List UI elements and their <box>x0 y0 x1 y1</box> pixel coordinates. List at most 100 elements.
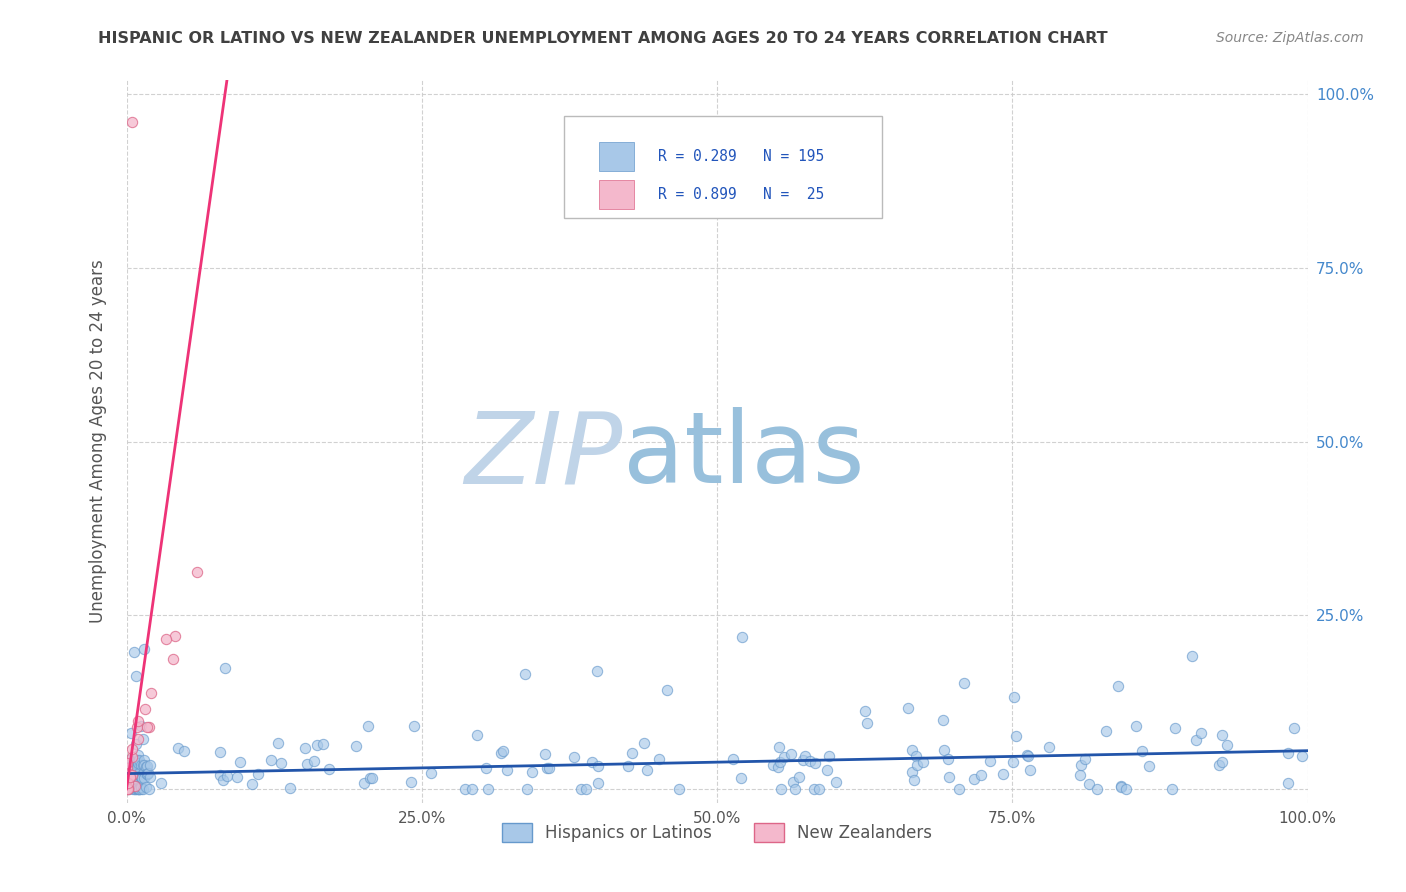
Point <box>214 661 236 675</box>
Point <box>404 719 426 733</box>
Point <box>117 780 139 795</box>
Point <box>515 781 537 796</box>
Point <box>267 736 290 750</box>
Point <box>938 771 960 785</box>
Point <box>118 760 141 774</box>
Point <box>118 766 141 780</box>
Point <box>120 726 142 740</box>
Point <box>585 664 607 678</box>
Point <box>825 775 848 789</box>
Point <box>1184 732 1206 747</box>
Point <box>118 770 141 784</box>
Point <box>1282 721 1305 735</box>
Point <box>121 777 143 791</box>
Point <box>1085 781 1108 796</box>
Point <box>135 760 157 774</box>
Point <box>1115 781 1137 796</box>
Point <box>155 632 177 647</box>
Point <box>270 756 292 771</box>
Point <box>127 748 149 763</box>
Point <box>132 641 155 656</box>
Legend: Hispanics or Latinos, New Zealanders: Hispanics or Latinos, New Zealanders <box>495 816 939 848</box>
Point <box>948 781 970 796</box>
Point <box>173 743 195 757</box>
Point <box>979 755 1001 769</box>
Point <box>117 781 139 796</box>
Point <box>129 780 152 794</box>
Point <box>121 750 143 764</box>
Point <box>586 759 609 773</box>
Point <box>803 781 825 796</box>
Point <box>905 758 928 772</box>
Point <box>513 666 536 681</box>
Point <box>633 736 655 750</box>
Point <box>344 739 367 753</box>
Point <box>936 752 959 766</box>
Point <box>122 645 145 659</box>
Point <box>730 771 752 785</box>
Point <box>115 781 138 796</box>
Point <box>124 777 146 791</box>
Point <box>305 738 328 752</box>
Point <box>399 775 422 789</box>
Point <box>141 686 163 700</box>
Point <box>138 781 160 796</box>
Point <box>1130 744 1153 758</box>
Y-axis label: Unemployment Among Ages 20 to 24 years: Unemployment Among Ages 20 to 24 years <box>89 260 107 624</box>
Point <box>127 731 149 746</box>
Point <box>793 749 815 764</box>
Point <box>132 732 155 747</box>
Point <box>132 781 155 796</box>
Point <box>1070 757 1092 772</box>
Point <box>655 682 678 697</box>
Point <box>1181 649 1204 664</box>
Point <box>208 768 231 782</box>
Point <box>803 756 825 770</box>
Point <box>125 761 148 775</box>
Point <box>135 758 157 772</box>
Point <box>228 755 250 769</box>
Point <box>297 756 319 771</box>
Point <box>904 749 927 764</box>
Point <box>353 775 375 789</box>
Point <box>782 774 804 789</box>
Point <box>128 766 150 780</box>
Point <box>128 781 150 796</box>
Point <box>807 781 830 796</box>
Point <box>1277 746 1299 760</box>
Point <box>783 781 806 796</box>
Point <box>766 759 789 773</box>
Point <box>247 767 270 781</box>
Point <box>136 767 159 781</box>
Point <box>134 702 156 716</box>
Point <box>135 780 157 795</box>
FancyBboxPatch shape <box>564 117 883 218</box>
Point <box>569 781 592 796</box>
Point <box>121 759 143 773</box>
Point <box>1111 780 1133 794</box>
Point <box>648 752 671 766</box>
Point <box>1277 775 1299 789</box>
Point <box>118 781 141 796</box>
Point <box>853 704 876 718</box>
Point <box>636 763 658 777</box>
Point <box>1002 755 1025 769</box>
Point <box>122 781 145 796</box>
Point <box>465 728 488 742</box>
Point <box>762 758 785 772</box>
Point <box>461 781 484 796</box>
Point <box>121 115 143 129</box>
Point <box>932 742 955 756</box>
Point <box>1077 777 1099 791</box>
Point <box>1107 679 1129 693</box>
Point <box>212 773 235 788</box>
Point <box>991 767 1014 781</box>
Point <box>127 714 149 728</box>
Point <box>932 713 955 727</box>
Point <box>129 781 152 796</box>
Point <box>139 770 162 784</box>
Point <box>124 758 146 772</box>
Point <box>125 756 148 771</box>
Point <box>118 770 141 784</box>
Point <box>122 779 145 793</box>
